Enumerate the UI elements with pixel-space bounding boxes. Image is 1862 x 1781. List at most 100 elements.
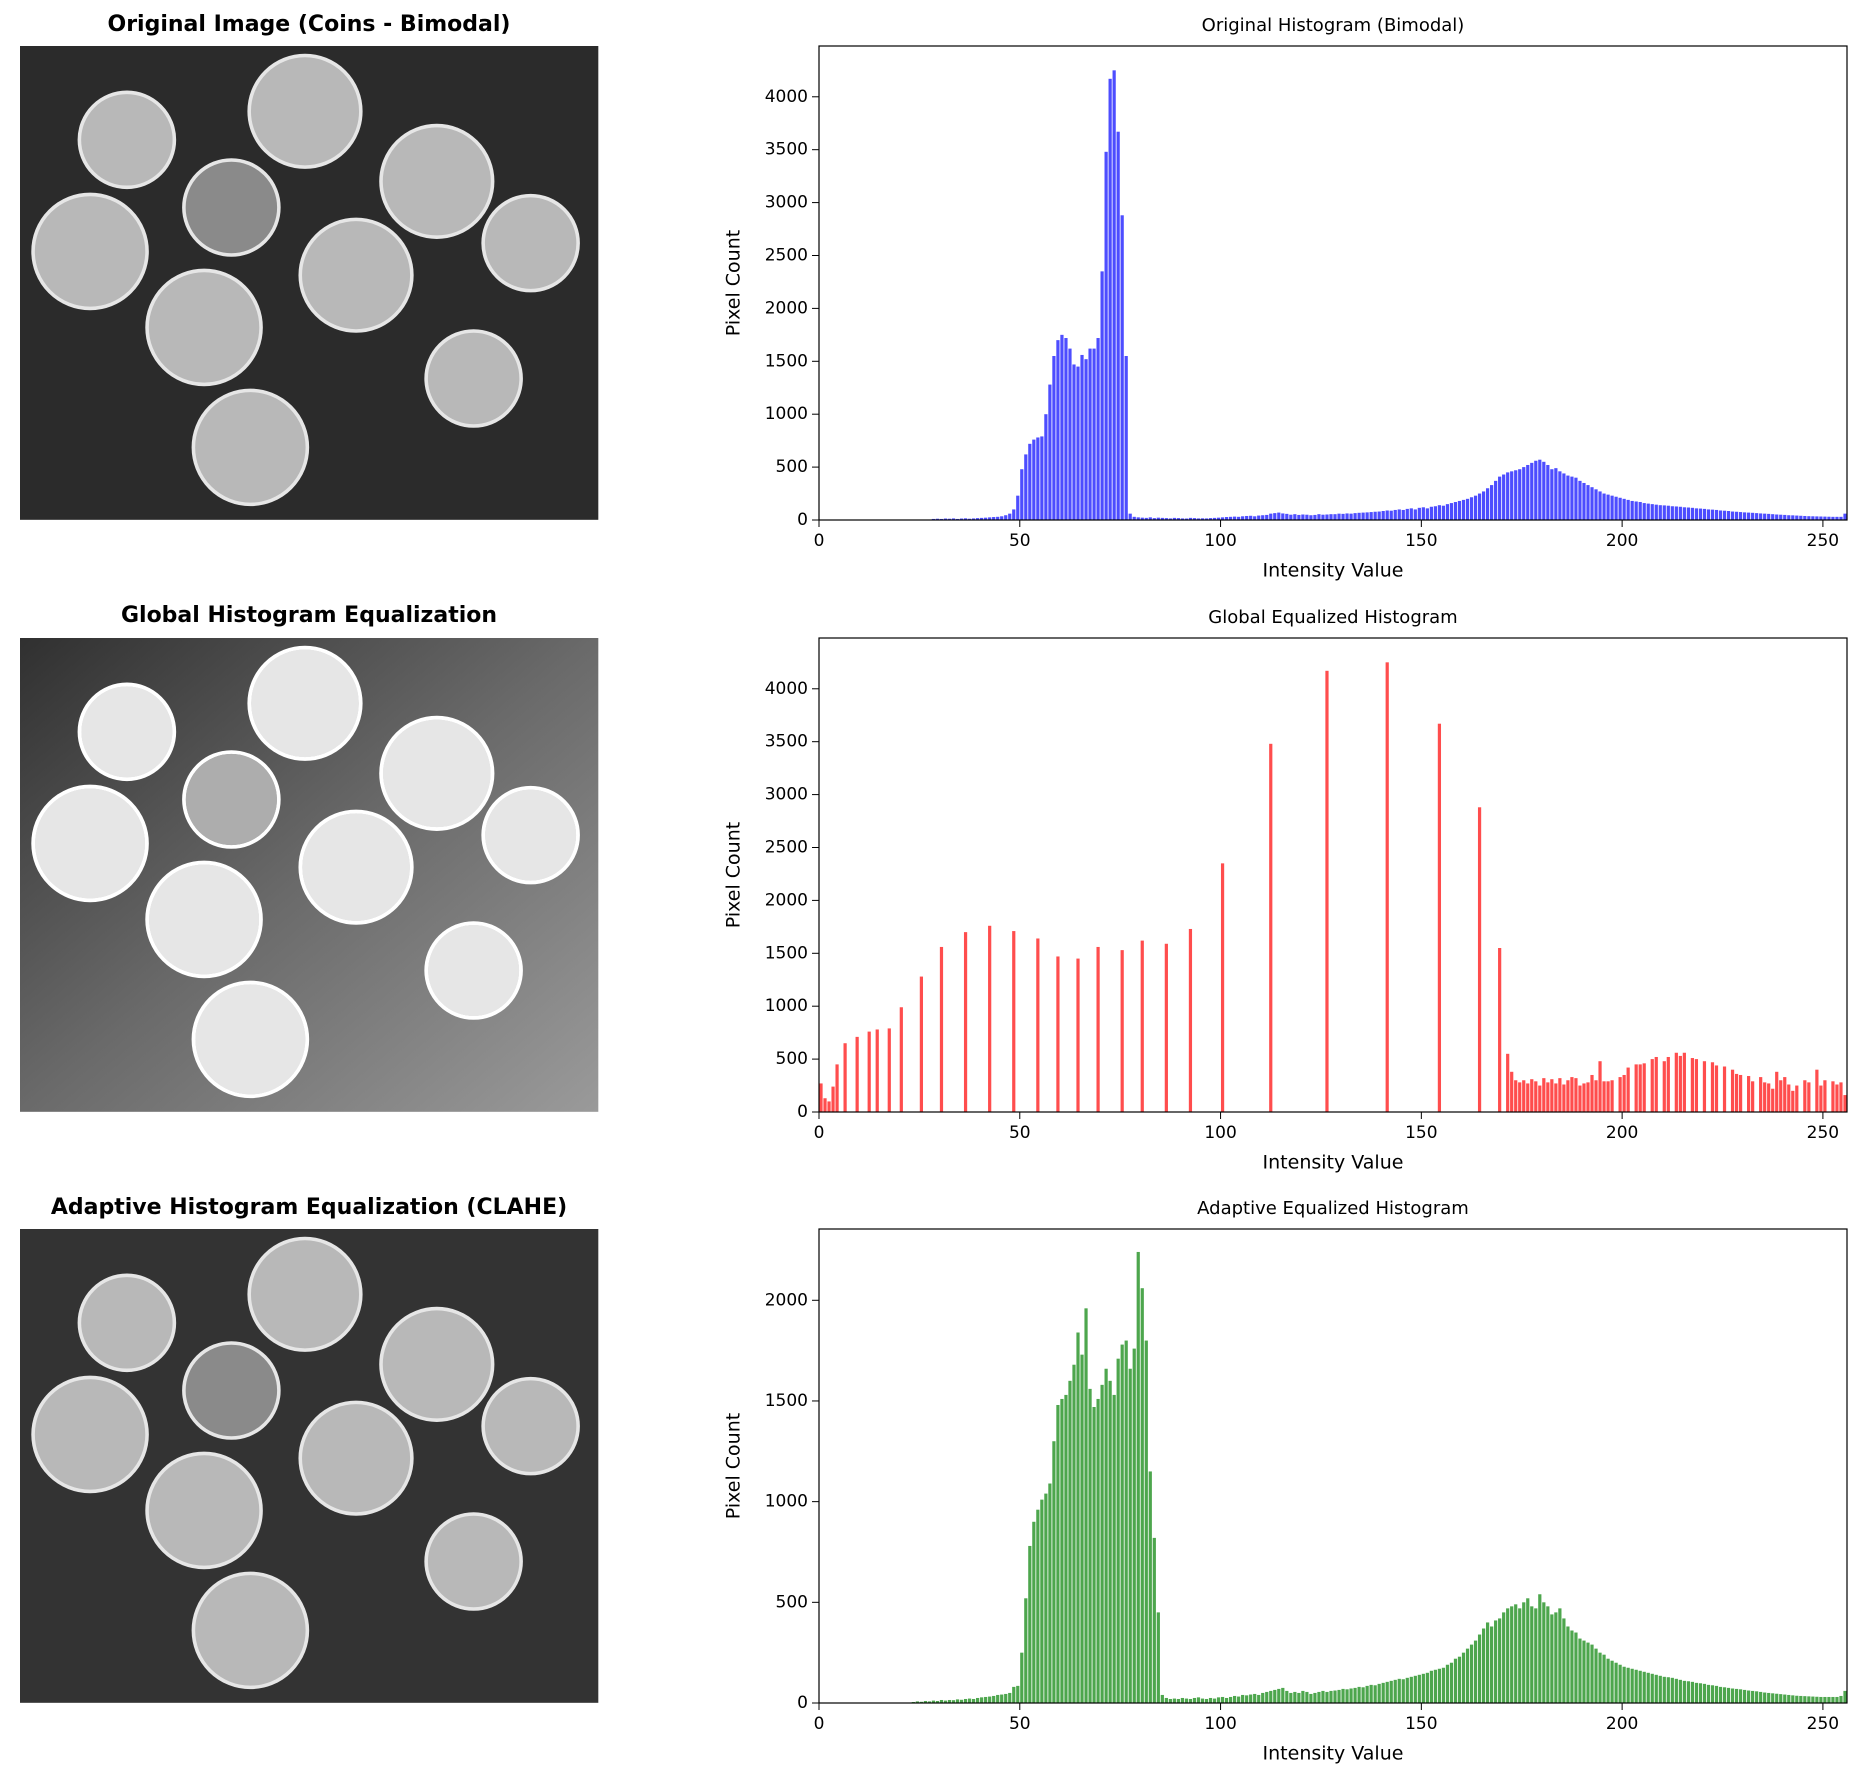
- bar: [1674, 506, 1678, 520]
- bar: [1734, 511, 1739, 520]
- bar: [1606, 1081, 1610, 1112]
- bar: [899, 1007, 903, 1112]
- bar: [1220, 863, 1225, 1112]
- bar: [1220, 1696, 1225, 1703]
- bar: [1843, 1095, 1847, 1112]
- image-title: Adaptive Histogram Equalization (CLAHE): [51, 1195, 567, 1220]
- bar: [1730, 1688, 1735, 1703]
- bar: [1638, 502, 1642, 520]
- bar: [919, 1701, 924, 1703]
- bar: [1224, 517, 1229, 520]
- bar: [1722, 510, 1727, 520]
- bar: [951, 1700, 956, 1703]
- bar: [1329, 514, 1333, 520]
- bar: [1522, 1080, 1526, 1112]
- bar: [1538, 1594, 1542, 1703]
- bar: [1333, 1690, 1337, 1703]
- bar: [1702, 508, 1707, 520]
- bar: [1192, 1697, 1197, 1703]
- bar: [1738, 1689, 1743, 1703]
- bar: [1092, 1407, 1096, 1703]
- bar: [1357, 512, 1361, 520]
- bar: [1706, 509, 1711, 520]
- bar: [1602, 493, 1606, 520]
- y-tick-label: 2000: [765, 298, 808, 318]
- bar: [1694, 1682, 1699, 1703]
- bar: [1823, 1696, 1827, 1703]
- bar: [1494, 1620, 1498, 1703]
- y-tick-label: 500: [776, 1049, 808, 1069]
- bar: [1148, 1471, 1152, 1703]
- bar: [976, 518, 980, 520]
- bar: [1606, 494, 1610, 520]
- bar: [980, 517, 984, 520]
- bar: [1811, 1696, 1815, 1703]
- bar: [1233, 1695, 1237, 1703]
- bar: [1578, 480, 1582, 520]
- bar: [1747, 1690, 1751, 1703]
- bar: [1835, 1084, 1839, 1112]
- bar: [1016, 495, 1020, 520]
- bar: [1634, 1669, 1638, 1703]
- bar: [1634, 1064, 1638, 1112]
- bar: [1417, 507, 1421, 520]
- bar: [1574, 1632, 1578, 1703]
- bar: [1072, 364, 1076, 520]
- bar: [1188, 1698, 1193, 1703]
- bar: [1301, 1690, 1305, 1703]
- bar: [1650, 1673, 1654, 1703]
- bar: [1554, 1612, 1558, 1703]
- bar: [1433, 1669, 1438, 1703]
- bar: [996, 516, 1000, 520]
- bar: [1666, 1056, 1670, 1112]
- bar: [1578, 1638, 1582, 1703]
- bar: [1204, 1698, 1209, 1703]
- bar: [1341, 513, 1345, 520]
- bar: [1477, 493, 1482, 520]
- bar: [1228, 1696, 1233, 1703]
- bar: [1759, 513, 1763, 520]
- bar: [1554, 468, 1558, 520]
- bar: [971, 518, 976, 520]
- bar: [1473, 1640, 1478, 1703]
- bar: [1670, 506, 1674, 520]
- bar: [1610, 1080, 1614, 1112]
- bar: [1204, 518, 1209, 520]
- bar: [1666, 1677, 1670, 1703]
- bar: [1771, 1088, 1775, 1112]
- bar: [1176, 518, 1181, 520]
- bar: [1289, 514, 1293, 520]
- bar: [1156, 517, 1160, 520]
- bar: [963, 518, 968, 520]
- bar: [1634, 501, 1638, 520]
- bar: [1642, 503, 1646, 520]
- bar: [1200, 1698, 1205, 1703]
- bar: [1614, 496, 1618, 520]
- bar: [1570, 1077, 1574, 1112]
- bar: [1385, 662, 1389, 1112]
- bar: [1076, 1332, 1080, 1703]
- bar: [915, 1701, 919, 1703]
- bar: [1526, 1083, 1530, 1112]
- bar: [1614, 1662, 1618, 1703]
- bar: [947, 1699, 952, 1703]
- bar: [1654, 1674, 1658, 1703]
- bar: [1638, 1670, 1642, 1703]
- bar: [1377, 1683, 1381, 1703]
- bar: [1084, 1308, 1088, 1703]
- bar: [1566, 1080, 1570, 1112]
- bar: [1630, 500, 1634, 520]
- chart-title: Global Equalized Histogram: [1208, 607, 1457, 628]
- bar: [1128, 513, 1132, 520]
- bar: [1506, 472, 1510, 520]
- bar: [1622, 498, 1626, 520]
- bar: [1024, 454, 1028, 520]
- bar: [939, 946, 944, 1112]
- y-tick-label: 2500: [765, 245, 808, 265]
- bar: [1546, 1082, 1550, 1112]
- image-title: Original Image (Coins - Bimodal): [108, 12, 511, 37]
- bar: [1124, 1340, 1128, 1703]
- bar: [1301, 514, 1305, 520]
- bar: [1831, 516, 1835, 520]
- bar: [1831, 1081, 1835, 1112]
